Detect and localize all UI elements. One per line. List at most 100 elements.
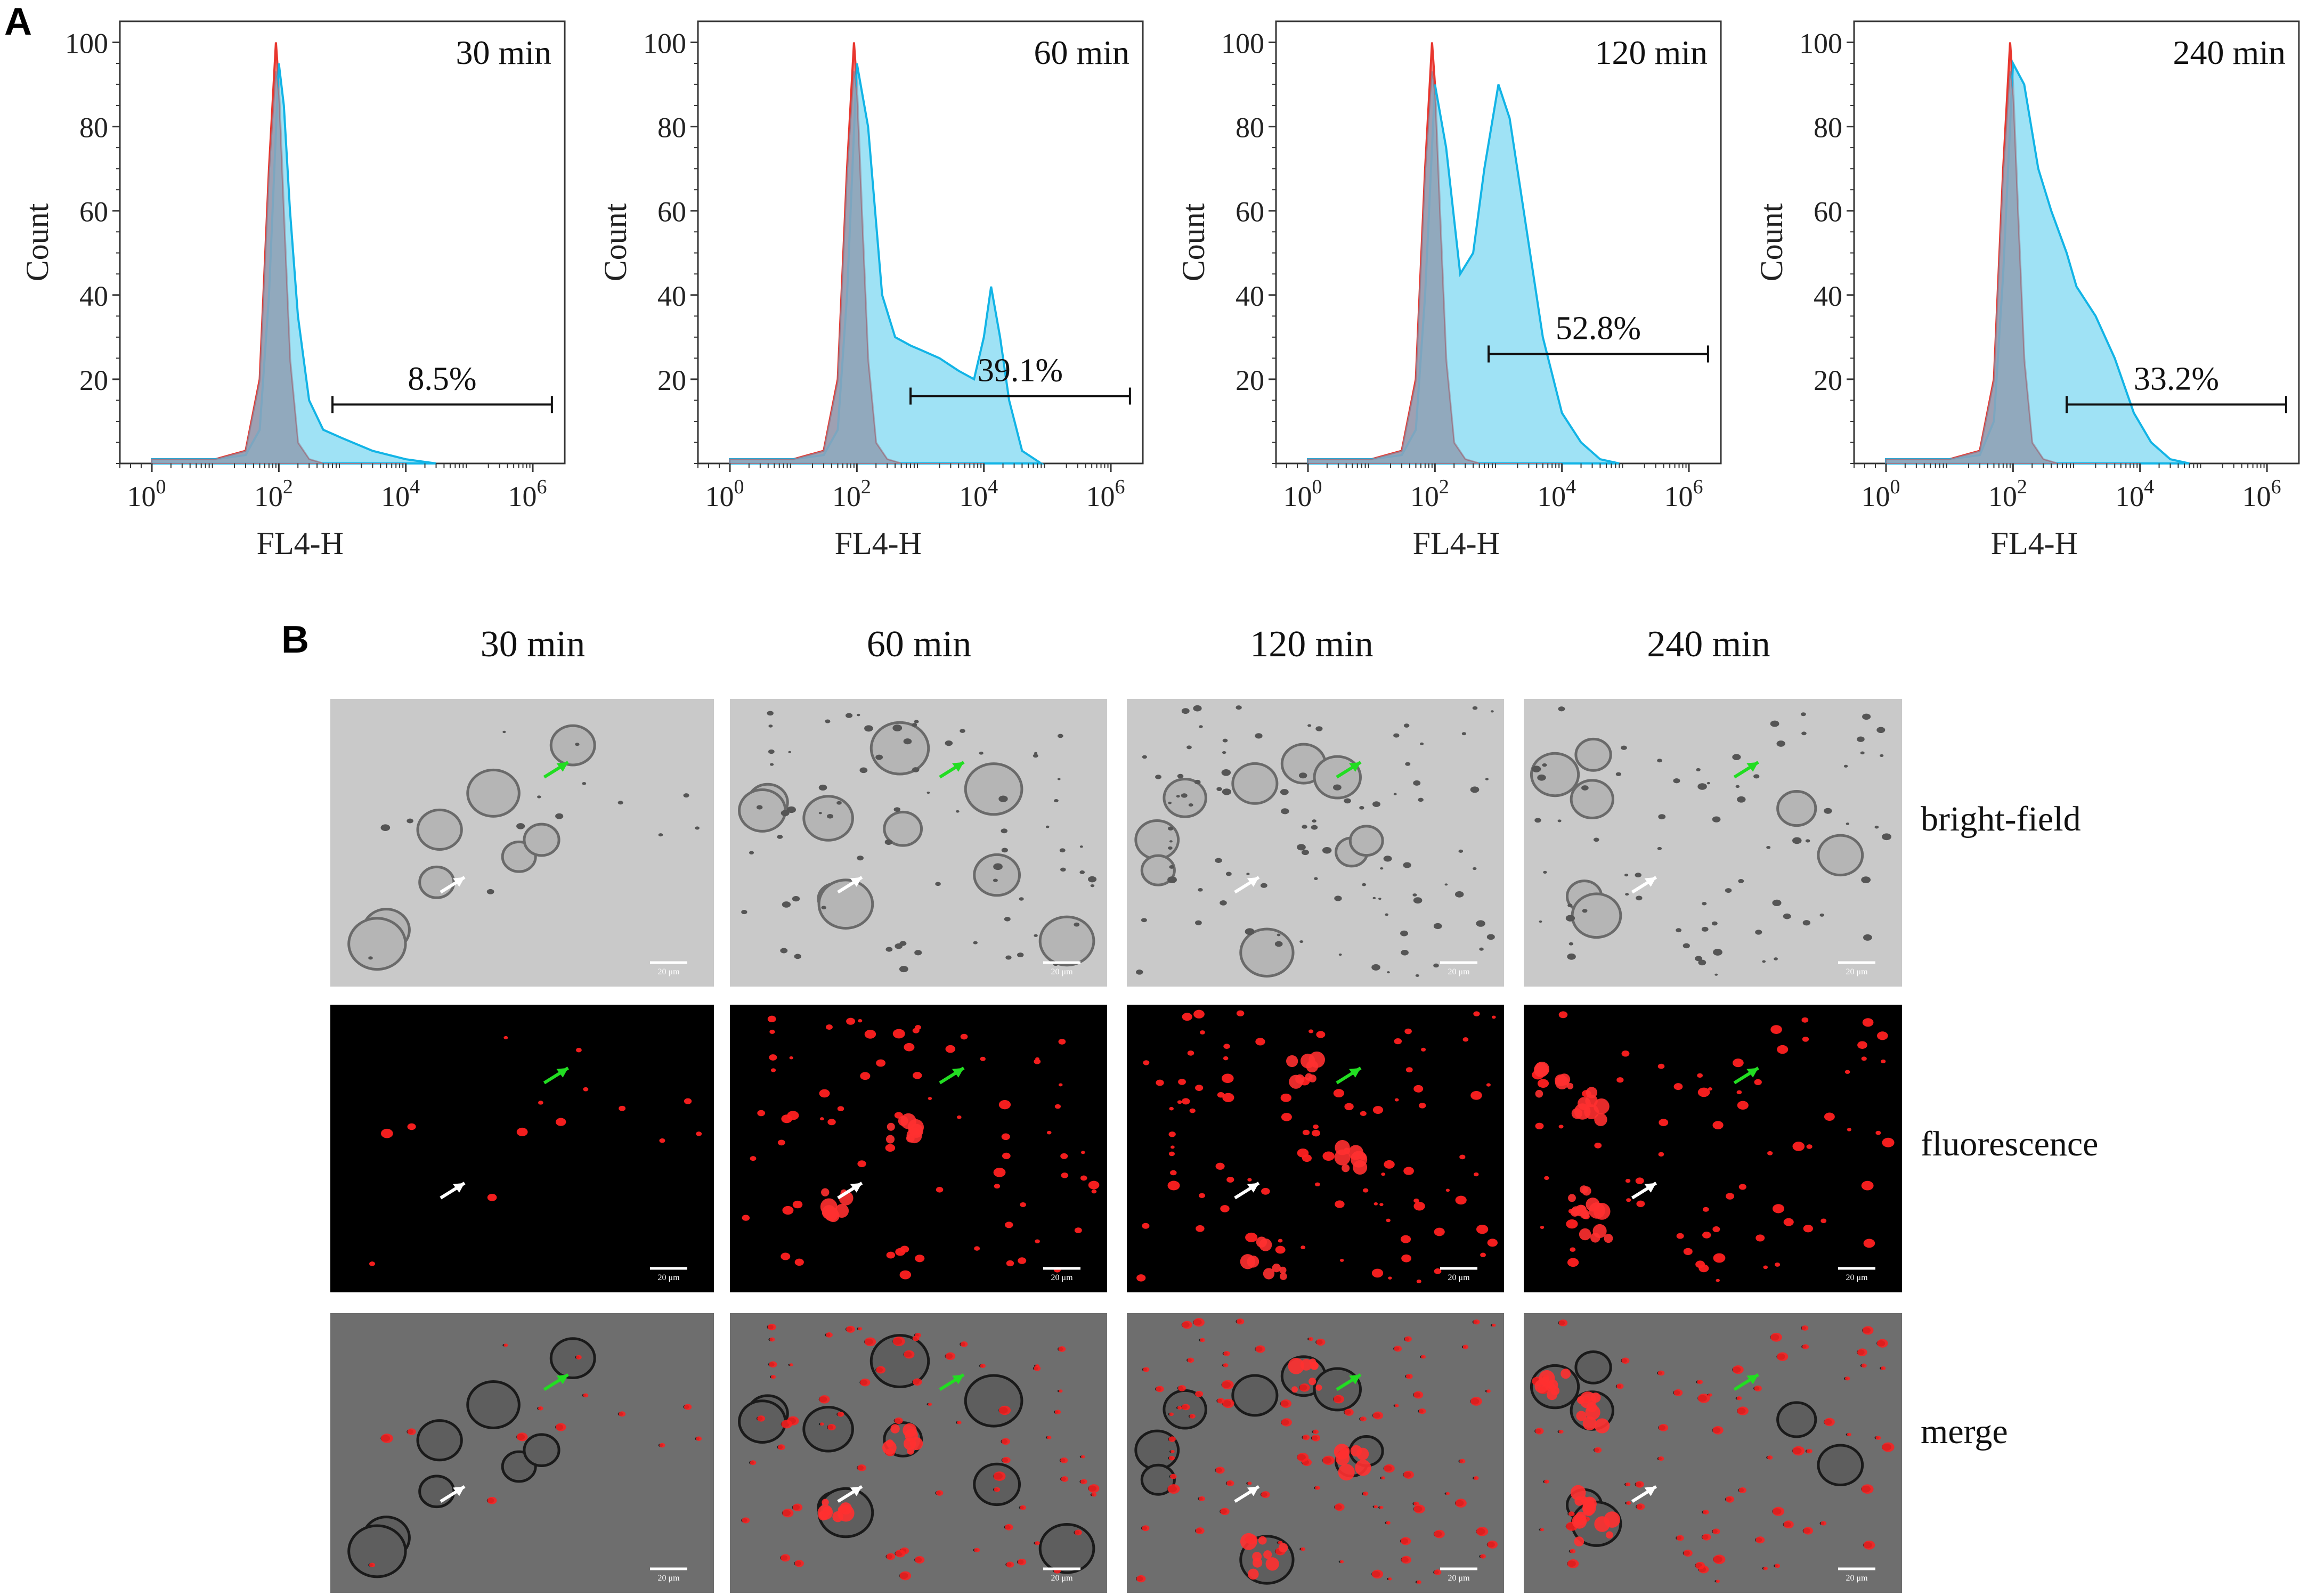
cell xyxy=(1574,737,1612,772)
y-tick-label: 20 xyxy=(79,364,108,396)
cell xyxy=(1140,854,1176,886)
y-tick-label: 60 xyxy=(1814,196,1842,228)
cell xyxy=(523,823,560,857)
x-tick-label: 106 xyxy=(2242,476,2281,512)
scale-bar-label: 20 μm xyxy=(1448,1273,1470,1282)
cell xyxy=(802,1406,854,1453)
cell xyxy=(869,1334,930,1388)
x-tick-label: 104 xyxy=(2115,476,2154,512)
cell xyxy=(1163,778,1207,818)
cell xyxy=(1038,1522,1095,1574)
y-tick-label: 20 xyxy=(1814,364,1842,396)
micrograph-fluor-1: 20 μm xyxy=(730,1005,1107,1292)
cell xyxy=(1530,752,1580,797)
cell xyxy=(549,1337,596,1380)
y-axis-label: Count xyxy=(20,203,55,281)
scale-bar-label: 20 μm xyxy=(1051,1574,1073,1583)
gate-percent-label: 8.5% xyxy=(408,361,476,397)
cell xyxy=(1570,779,1614,819)
cell xyxy=(347,1524,407,1578)
x-tick-label: 106 xyxy=(508,476,547,512)
y-tick-label: 20 xyxy=(657,364,686,396)
cell xyxy=(883,810,923,847)
y-axis-label: Count xyxy=(598,203,633,281)
x-tick-label: 100 xyxy=(127,476,166,512)
x-tick-label: 104 xyxy=(381,476,420,512)
x-tick-label: 102 xyxy=(254,476,293,512)
gate-percent-label: 33.2% xyxy=(2134,361,2219,397)
cell xyxy=(418,865,456,899)
x-tick-label: 100 xyxy=(1283,476,1322,512)
panel-a-label: A xyxy=(4,1,32,43)
row-label-fluorescence: fluorescence xyxy=(1921,1125,2099,1163)
y-tick-label: 60 xyxy=(1236,196,1264,228)
cell xyxy=(817,878,874,930)
cell xyxy=(964,1374,1023,1428)
y-tick-label: 80 xyxy=(1814,112,1842,144)
cell xyxy=(1817,1444,1864,1487)
scale-bar-label: 20 μm xyxy=(1846,1574,1868,1583)
scale-bar-label: 20 μm xyxy=(1846,967,1868,976)
y-tick-label: 60 xyxy=(79,196,108,228)
x-tick-label: 102 xyxy=(1410,476,1449,512)
cell xyxy=(869,721,930,776)
cell xyxy=(523,1433,560,1467)
cell xyxy=(1571,892,1622,939)
cell xyxy=(549,724,596,767)
cell xyxy=(466,768,521,818)
overlap-region xyxy=(729,71,984,464)
x-tick-label: 102 xyxy=(1988,476,2027,512)
histogram-title: 30 min xyxy=(456,34,551,71)
column-title-240: 240 min xyxy=(1647,624,1770,665)
micrograph-merge-0: 20 μm xyxy=(330,1313,714,1593)
x-axis-label: FL4-H xyxy=(257,526,344,561)
scale-bar-label: 20 μm xyxy=(657,967,680,976)
micrograph-merge-1: 20 μm xyxy=(730,1313,1107,1593)
histogram-title: 240 min xyxy=(2173,34,2286,71)
scale-bar-label: 20 μm xyxy=(657,1273,680,1282)
cell xyxy=(1574,1350,1612,1385)
scale-bar-label: 20 μm xyxy=(1448,1574,1470,1583)
histogram-title: 60 min xyxy=(1034,34,1129,71)
cell xyxy=(738,788,787,833)
x-tick-label: 106 xyxy=(1086,476,1125,512)
x-tick-label: 104 xyxy=(959,476,998,512)
micrograph-bright-3: 20 μm xyxy=(1524,699,1902,987)
cell xyxy=(1817,834,1864,877)
x-tick-label: 100 xyxy=(1862,476,1900,512)
cell xyxy=(1038,915,1095,967)
y-tick-label: 40 xyxy=(1236,280,1264,312)
micrograph-fluor-2: 20 μm xyxy=(1127,1005,1504,1292)
scale-bar-label: 20 μm xyxy=(657,1574,680,1583)
y-tick-label: 40 xyxy=(79,280,108,312)
y-tick-label: 100 xyxy=(1221,28,1264,60)
y-tick-label: 60 xyxy=(657,196,686,228)
cell xyxy=(1134,819,1180,860)
histogram-1: 20 40 60 80 100 100 102 104 106 Count FL4-H 60 min 3… xyxy=(598,20,1144,561)
panel-b-label: B xyxy=(281,618,309,661)
cell xyxy=(964,762,1023,816)
micrograph-merge-2: 20 μm xyxy=(1127,1313,1504,1593)
y-tick-label: 40 xyxy=(657,280,686,312)
y-tick-label: 100 xyxy=(1799,28,1842,60)
cell xyxy=(1348,825,1384,857)
micrograph-merge-3: 20 μm xyxy=(1524,1313,1902,1593)
cell xyxy=(973,1462,1021,1507)
y-axis-label: Count xyxy=(1176,203,1211,281)
x-tick-label: 102 xyxy=(832,476,871,512)
column-title-30: 30 min xyxy=(480,624,586,665)
y-tick-label: 100 xyxy=(643,28,686,60)
y-tick-label: 80 xyxy=(1236,112,1264,144)
cell xyxy=(1239,927,1295,978)
gate-percent-label: 52.8% xyxy=(1556,310,1641,346)
histogram-2: 20 40 60 80 100 100 102 104 106 Count FL4-H 120 min… xyxy=(1176,20,1722,561)
overlap-region xyxy=(1885,71,2140,464)
overlap-region xyxy=(151,71,406,464)
y-tick-label: 20 xyxy=(1236,364,1264,396)
micrograph-fluor-3: 20 μm xyxy=(1524,1005,1902,1292)
micrograph-bright-0: 20 μm xyxy=(330,699,714,987)
cell xyxy=(1140,1463,1176,1496)
cell xyxy=(347,917,407,971)
micrograph-fluor-0: 20 μm xyxy=(330,1005,714,1292)
cell xyxy=(466,1380,521,1429)
